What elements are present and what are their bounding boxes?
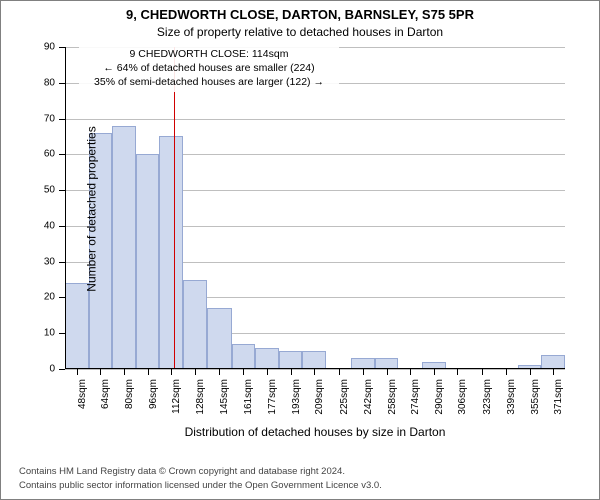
x-tick-label: 274sqm	[410, 379, 421, 427]
x-tick	[100, 369, 101, 375]
y-tick-label: 90	[25, 42, 55, 53]
x-tick	[457, 369, 458, 375]
chart-frame: 9, CHEDWORTH CLOSE, DARTON, BARNSLEY, S7…	[0, 0, 600, 500]
y-tick-label: 40	[25, 220, 55, 231]
y-axis-line	[65, 47, 66, 369]
x-tick	[482, 369, 483, 375]
info-line-1: 9 CHEDWORTH CLOSE: 114sqm	[83, 47, 335, 61]
histogram-bar	[207, 308, 232, 369]
x-tick-label: 112sqm	[171, 379, 182, 427]
y-tick-label: 80	[25, 77, 55, 88]
histogram-bar	[112, 126, 136, 369]
x-tick-label: 193sqm	[291, 379, 302, 427]
histogram-bar	[159, 136, 183, 369]
y-axis-title: Number of detached properties	[85, 126, 99, 291]
x-tick	[553, 369, 554, 375]
histogram-bar	[541, 355, 565, 369]
x-tick	[506, 369, 507, 375]
histogram-bar	[136, 154, 160, 369]
x-tick-label: 371sqm	[553, 379, 564, 427]
x-tick-label: 355sqm	[530, 379, 541, 427]
chart-subtitle: Size of property relative to detached ho…	[1, 25, 599, 39]
x-tick	[363, 369, 364, 375]
x-tick	[530, 369, 531, 375]
x-tick-label: 177sqm	[267, 379, 278, 427]
x-tick	[267, 369, 268, 375]
info-box: 9 CHEDWORTH CLOSE: 114sqm ← 64% of detac…	[79, 45, 339, 92]
x-tick-label: 290sqm	[434, 379, 445, 427]
x-tick	[219, 369, 220, 375]
x-tick	[124, 369, 125, 375]
plot-area	[65, 47, 565, 369]
x-tick-label: 225sqm	[339, 379, 350, 427]
x-tick-label: 339sqm	[506, 379, 517, 427]
y-tick-label: 20	[25, 292, 55, 303]
x-tick	[171, 369, 172, 375]
x-tick	[314, 369, 315, 375]
histogram-bar	[255, 348, 279, 369]
histogram-bar	[279, 351, 303, 369]
x-tick-label: 128sqm	[195, 379, 206, 427]
chart-title: 9, CHEDWORTH CLOSE, DARTON, BARNSLEY, S7…	[1, 7, 599, 22]
y-tick-label: 50	[25, 185, 55, 196]
x-tick	[434, 369, 435, 375]
y-tick-label: 70	[25, 113, 55, 124]
x-tick-label: 48sqm	[77, 379, 88, 427]
histogram-bar	[65, 283, 89, 369]
x-tick-label: 242sqm	[363, 379, 374, 427]
x-tick-label: 209sqm	[314, 379, 325, 427]
x-tick	[410, 369, 411, 375]
grid-line	[65, 119, 565, 120]
histogram-bar	[183, 280, 207, 369]
x-tick	[148, 369, 149, 375]
x-tick-label: 96sqm	[148, 379, 159, 427]
y-tick	[59, 369, 65, 370]
histogram-bar	[232, 344, 256, 369]
y-tick-label: 10	[25, 328, 55, 339]
x-tick-label: 80sqm	[124, 379, 135, 427]
x-tick-label: 145sqm	[219, 379, 230, 427]
x-tick	[339, 369, 340, 375]
x-tick	[387, 369, 388, 375]
info-line-2: ← 64% of detached houses are smaller (22…	[83, 61, 335, 75]
y-tick-label: 60	[25, 149, 55, 160]
footer-line-2: Contains public sector information licen…	[19, 480, 382, 491]
histogram-bar	[302, 351, 326, 369]
x-tick-label: 64sqm	[100, 379, 111, 427]
x-tick	[77, 369, 78, 375]
y-tick-label: 0	[25, 364, 55, 375]
info-line-3: 35% of semi-detached houses are larger (…	[83, 75, 335, 89]
footer-line-1: Contains HM Land Registry data © Crown c…	[19, 466, 345, 477]
marker-line	[174, 47, 175, 369]
y-tick-label: 30	[25, 256, 55, 267]
x-tick	[291, 369, 292, 375]
x-tick-label: 258sqm	[387, 379, 398, 427]
x-tick-label: 323sqm	[482, 379, 493, 427]
x-tick-label: 306sqm	[457, 379, 468, 427]
x-tick	[195, 369, 196, 375]
x-axis-title: Distribution of detached houses by size …	[65, 425, 565, 439]
x-tick-label: 161sqm	[243, 379, 254, 427]
x-tick	[243, 369, 244, 375]
